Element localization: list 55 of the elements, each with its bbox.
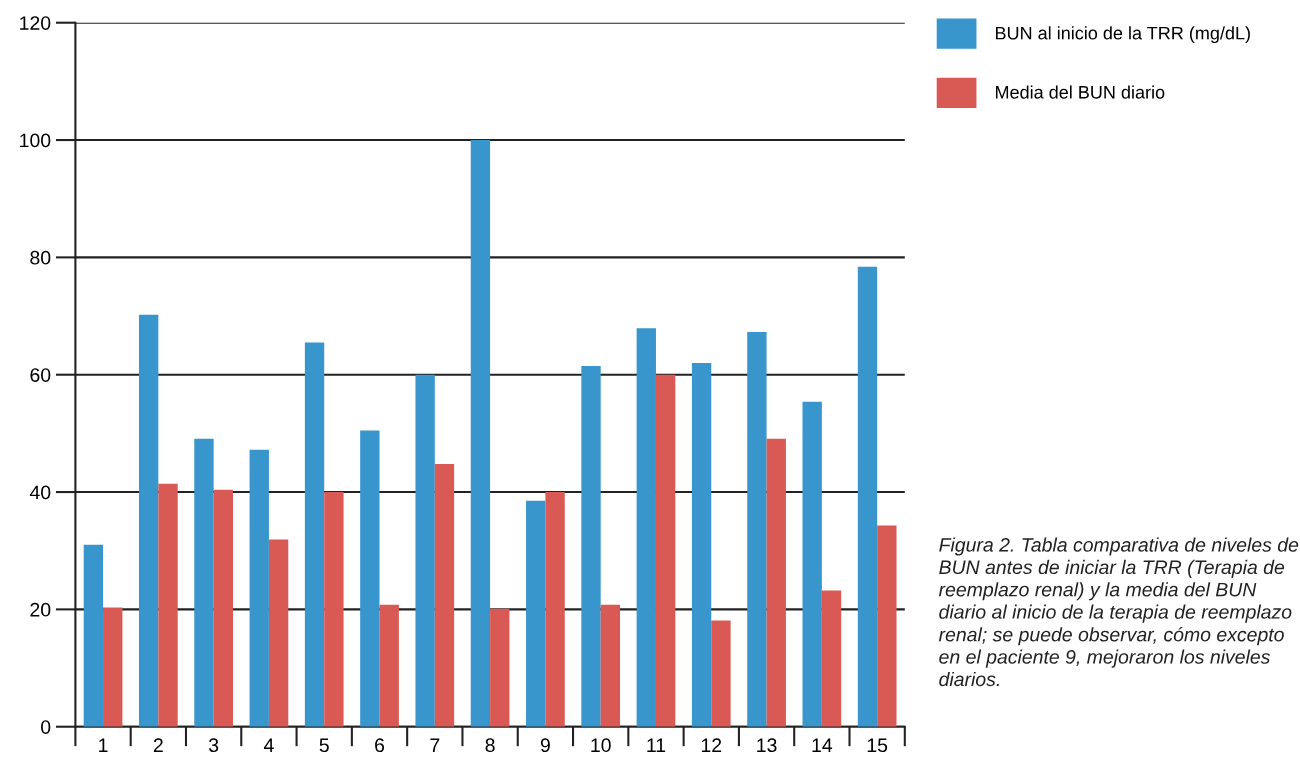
- bar: [600, 604, 621, 727]
- x-tick-label: 3: [208, 738, 219, 753]
- bar: [766, 438, 786, 727]
- bar: [268, 539, 289, 727]
- bar: [434, 463, 455, 727]
- x-tick-label: 12: [701, 738, 722, 752]
- text: Figura 2. Tabla comparativa de niveles de BUN antes de iniciar la TRR (Terapia de reemplazo renal) y la media del BUN diario al inicio de la terapia de reemplazo renal; se puede observar, cómo excepto en el paciente 9, mejoraron los niveles diarios.: [938, 537, 1299, 687]
- bar: [545, 492, 565, 727]
- x-tick-label: 4: [263, 738, 274, 752]
- bar: [802, 401, 822, 727]
- bar: [304, 342, 325, 727]
- bar: [213, 489, 233, 727]
- x-tick-label: 2: [153, 738, 163, 752]
- y-tick-label: 20: [30, 602, 51, 617]
- bar: [470, 140, 491, 727]
- bar: [581, 365, 601, 727]
- bar: [324, 492, 344, 727]
- bar: [415, 374, 435, 727]
- x-tick-label: 9: [540, 738, 550, 753]
- x-tick-label: 8: [485, 738, 495, 753]
- bar: [857, 266, 878, 727]
- bar: [636, 328, 656, 727]
- bar: [711, 620, 731, 727]
- bar: [526, 500, 546, 727]
- bar: [747, 331, 767, 727]
- y-tick-label: 120: [20, 16, 51, 30]
- y-tick-label: 40: [29, 485, 51, 500]
- bar: [821, 590, 842, 727]
- x-tick-label: 13: [757, 738, 777, 753]
- x-tick-label: 14: [812, 738, 833, 752]
- bar: [490, 608, 510, 727]
- bar: [691, 362, 712, 727]
- y-tick-label: 100: [20, 133, 51, 148]
- bar: [877, 525, 897, 727]
- bar: [103, 607, 123, 727]
- legend-label: Media del BUN diario: [995, 85, 1165, 99]
- legend-label: BUN al inicio de la TRR (mg/dL): [995, 26, 1250, 44]
- y-tick-label: 60: [30, 368, 51, 382]
- bar: [83, 544, 104, 727]
- y-tick-label: 0: [41, 720, 51, 734]
- bar: [655, 374, 676, 727]
- bar: [379, 604, 399, 727]
- bar: [360, 430, 380, 727]
- bar: [158, 483, 178, 727]
- x-tick-label: 6: [375, 738, 385, 753]
- x-tick-label: 15: [867, 738, 888, 753]
- bar: [194, 438, 214, 727]
- x-tick-label: 11: [647, 738, 666, 752]
- bar: [138, 314, 159, 727]
- x-tick-label: 7: [430, 738, 440, 752]
- x-tick-label: 5: [319, 738, 329, 753]
- x-tick-label: 10: [591, 738, 611, 753]
- bar: [249, 449, 269, 727]
- x-tick-label: 1: [99, 738, 108, 752]
- y-tick-label: 80: [30, 250, 51, 265]
